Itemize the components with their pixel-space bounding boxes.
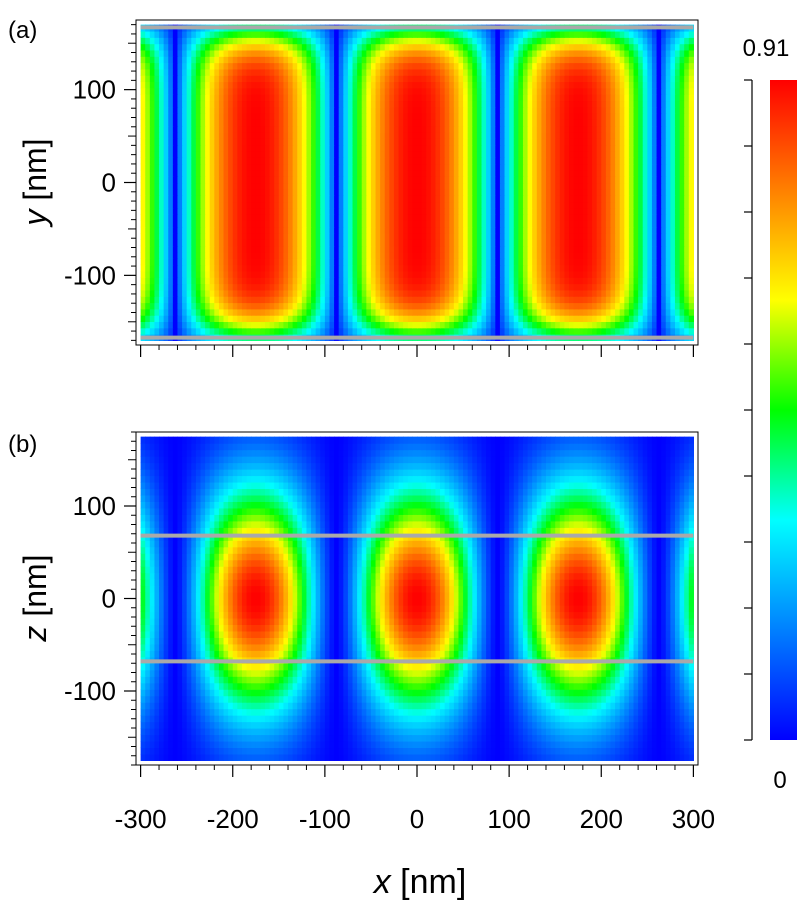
heatmap-b (140, 436, 694, 761)
y-tick-label-a: -100 (64, 260, 116, 290)
x-tick-label: -100 (299, 804, 351, 834)
x-tick-label: 100 (487, 804, 530, 834)
panel-label-a: (a) (8, 17, 37, 44)
axes-b: -100 0 100 -300 -200 -100 0 100 200 300 (64, 431, 715, 834)
y-tick-label-b: -100 (64, 676, 116, 706)
y-axis-unit-b: [nm] (17, 554, 53, 625)
y-tick-label-a: 100 (73, 75, 116, 105)
x-tick-label: 0 (410, 804, 424, 834)
colorbar-bar (770, 80, 797, 740)
y-axis-label-a: y [nm] (17, 138, 53, 227)
y-axis-var-b: z (17, 626, 53, 643)
x-tick-label: 300 (672, 804, 715, 834)
guide-lines-b (140, 533, 694, 664)
y-axis-var-a: y (17, 208, 53, 228)
guide-lines-a (140, 25, 694, 340)
panel-b: -100 0 100 -300 -200 -100 0 100 200 300 (b) z [nm… (8, 431, 715, 901)
x-tick-label: -200 (207, 804, 259, 834)
y-tick-label-b: 0 (102, 584, 116, 614)
colorbar-max-label: 0.91 (743, 35, 790, 62)
y-tick-label-b: 100 (73, 491, 116, 521)
x-tick-label: -300 (115, 804, 167, 834)
colorbar-ticks (744, 79, 752, 741)
y-axis-unit-a: [nm] (17, 138, 53, 209)
x-axis-unit: [nm] (391, 863, 467, 901)
x-tick-label: 200 (580, 804, 623, 834)
y-tick-label-a: 0 (102, 168, 116, 198)
axes-a: -100 0 100 (64, 24, 694, 357)
heatmap-a (140, 24, 694, 341)
x-axis-label: x [nm] (372, 863, 467, 901)
y-axis-label-b: z [nm] (17, 554, 53, 642)
x-axis-var: x (372, 863, 392, 901)
colorbar-min-label: 0 (773, 767, 786, 794)
panel-a: -100 0 100 (a) y [nm] (8, 17, 699, 357)
colorbar: 0.91 0 (743, 35, 797, 794)
panel-label-b: (b) (8, 431, 37, 458)
